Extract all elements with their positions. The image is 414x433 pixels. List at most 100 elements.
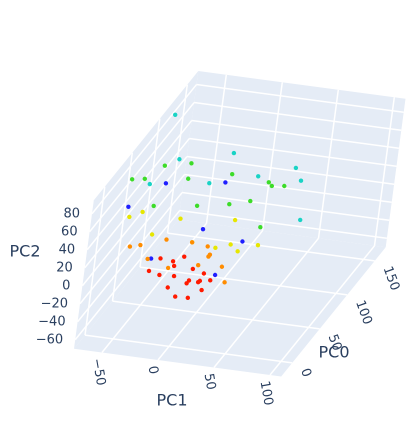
point: [186, 176, 191, 181]
tick-label: −40: [38, 314, 65, 329]
tick-label: 50: [201, 372, 219, 391]
point: [298, 217, 303, 223]
grid-line: [179, 209, 387, 240]
point: [200, 227, 206, 232]
point: [142, 176, 147, 182]
grid-line: [74, 210, 181, 341]
point: [173, 112, 178, 118]
point: [173, 294, 178, 299]
point: [201, 271, 207, 276]
point: [178, 216, 183, 221]
point: [219, 264, 225, 269]
point: [165, 285, 170, 290]
point: [164, 237, 169, 242]
point: [127, 244, 133, 249]
point: [170, 259, 176, 264]
point: [212, 272, 218, 278]
tick-label: 0: [145, 365, 161, 376]
point: [230, 171, 235, 177]
tick-label: 20: [56, 260, 73, 275]
grid-line: [261, 82, 284, 231]
grid-line: [205, 74, 228, 224]
point: [240, 239, 245, 244]
grid-line: [167, 232, 375, 262]
point: [199, 287, 204, 293]
point: [182, 254, 187, 259]
point: [256, 174, 261, 179]
grid-line: [213, 237, 320, 368]
point: [269, 183, 274, 189]
point: [227, 202, 232, 207]
point: [145, 256, 150, 262]
tick-label: 50: [325, 332, 345, 353]
tick-label: −50: [89, 357, 109, 387]
point: [228, 242, 233, 247]
y-axis-title: PC1: [157, 391, 188, 410]
tick-label: 100: [352, 298, 375, 326]
point: [223, 180, 228, 185]
point: [255, 243, 261, 248]
point: [235, 249, 240, 254]
point: [149, 232, 155, 237]
grid-line: [186, 155, 395, 186]
grid-line: [189, 137, 397, 168]
tick-label: 60: [61, 224, 78, 239]
grid-line: [77, 192, 183, 323]
wall: [74, 71, 199, 349]
point: [148, 256, 154, 261]
grid-line: [91, 84, 198, 215]
grid-line: [191, 119, 399, 150]
grid-line: [373, 97, 396, 246]
point: [293, 165, 299, 171]
point: [189, 161, 194, 166]
wall: [178, 71, 406, 248]
point: [207, 252, 213, 257]
tick-label: −60: [36, 332, 63, 347]
point: [231, 150, 237, 156]
grid-line: [184, 173, 392, 204]
point: [282, 183, 287, 189]
point: [151, 203, 156, 209]
tick-label: −20: [41, 296, 68, 311]
point: [194, 203, 200, 208]
point: [165, 265, 171, 271]
grid-line: [84, 186, 106, 336]
grid-line: [81, 156, 188, 287]
x-axis-title: PC0: [319, 343, 350, 362]
grid-line: [101, 222, 208, 353]
point: [177, 157, 182, 162]
grid-line: [157, 230, 264, 361]
grid-line: [79, 174, 186, 305]
grid-line: [139, 118, 161, 268]
point: [147, 181, 152, 187]
point: [248, 198, 253, 204]
scene: [74, 71, 406, 377]
grid-line: [89, 102, 195, 233]
point: [126, 204, 131, 209]
point: [190, 266, 196, 272]
tick-label: 40: [59, 242, 76, 257]
tick-label: 150: [380, 264, 403, 292]
point: [197, 278, 203, 284]
grid-line: [317, 89, 340, 239]
point: [146, 268, 152, 274]
z-axis-title: PC2: [10, 242, 41, 261]
tick-label: 80: [63, 206, 80, 221]
point: [140, 209, 145, 215]
tick-label: 100: [257, 380, 276, 407]
point: [266, 180, 271, 185]
point: [129, 177, 135, 182]
point: [162, 163, 168, 168]
point: [232, 217, 238, 223]
point: [298, 178, 304, 183]
tick-label: 0: [62, 278, 70, 293]
point: [205, 244, 210, 249]
grid-line: [196, 83, 404, 114]
point: [258, 225, 263, 230]
point: [171, 263, 177, 269]
point: [138, 242, 143, 248]
grid-line: [111, 152, 134, 302]
grid-line: [182, 191, 390, 222]
grid-line: [112, 300, 320, 330]
point: [158, 256, 163, 261]
